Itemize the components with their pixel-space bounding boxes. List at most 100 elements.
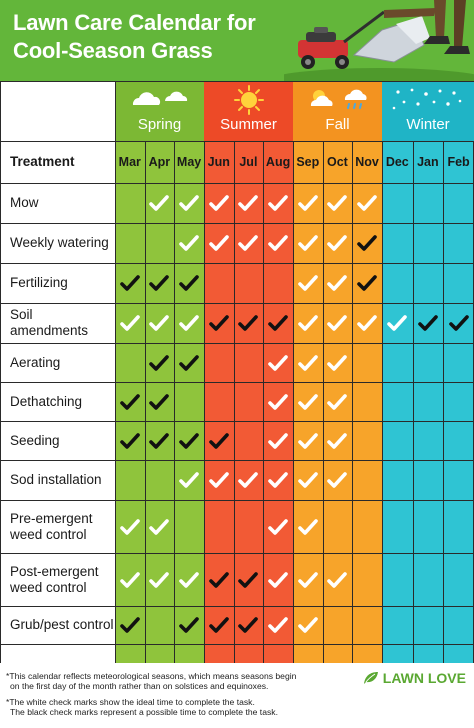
ideal-check-icon [352, 303, 382, 343]
ideal-check-icon [263, 606, 293, 644]
month-header: Jul [239, 155, 258, 169]
month-header: Mar [118, 155, 141, 169]
season-header-summer: Summer [204, 81, 293, 141]
row-divider [0, 644, 474, 645]
ideal-check-icon [234, 223, 264, 263]
column-divider [382, 141, 383, 663]
footnote-seasons-line-1: *This calendar reflects meteorological s… [6, 671, 297, 681]
column-divider [204, 141, 205, 663]
ideal-check-icon [323, 343, 353, 382]
footnote-checks-line-1: *The white check marks show the ideal ti… [6, 697, 255, 707]
treatment-label: Soil amendments [10, 307, 89, 338]
treatment-column-header: Treatment [10, 154, 75, 169]
possible-check-icon [174, 421, 204, 460]
page-title-line-1: Lawn Care Calendar for [13, 10, 256, 35]
header-banner: Lawn Care Calendar for Cool-Season Grass [0, 0, 474, 81]
ideal-check-icon [293, 343, 323, 382]
column-divider [115, 81, 116, 663]
lawn-mower-illustration [284, 0, 474, 81]
treatment-label: Mow [10, 195, 39, 210]
possible-check-icon [234, 303, 264, 343]
ideal-check-icon [234, 183, 264, 223]
ideal-check-icon [263, 460, 293, 500]
ideal-check-icon [204, 183, 234, 223]
row-divider [0, 183, 474, 184]
treatment-label: Grub/pest control [10, 617, 114, 632]
cloud-icon [132, 91, 187, 105]
possible-check-icon [145, 343, 175, 382]
possible-check-icon [115, 263, 145, 303]
row-divider [0, 500, 474, 501]
treatment-label: Seeding [10, 432, 60, 448]
treatment-label: Pre-emergent weed control [10, 510, 93, 542]
footer: *This calendar reflects meteorological s… [0, 663, 474, 728]
column-divider [144, 141, 146, 663]
ideal-check-icon [293, 223, 323, 263]
season-header-spring: Spring [115, 81, 204, 141]
footnote-seasons-line-2: on the first day of the month rather tha… [10, 681, 269, 691]
column-divider [443, 141, 445, 663]
month-header: Feb [447, 155, 470, 169]
ideal-check-icon [145, 303, 175, 343]
column-divider [174, 141, 176, 663]
column-divider [412, 141, 414, 663]
footnote-seasons: *This calendar reflects meteorological s… [6, 671, 296, 691]
possible-check-icon [443, 303, 474, 343]
treatment-label: Post-emergent weed control [10, 563, 99, 595]
ideal-check-icon [204, 223, 234, 263]
ideal-check-icon [293, 500, 323, 553]
ideal-check-icon [293, 382, 323, 421]
ideal-check-icon [293, 183, 323, 223]
possible-check-icon [204, 303, 234, 343]
ideal-check-icon [293, 303, 323, 343]
possible-check-icon [204, 606, 234, 644]
ideal-check-icon [145, 500, 175, 553]
sun-cloud-rain-icon [310, 89, 367, 109]
ideal-check-icon [293, 460, 323, 500]
column-divider [352, 141, 354, 663]
month-header: May [176, 155, 202, 169]
ideal-check-icon [115, 500, 145, 553]
ideal-check-icon [323, 460, 353, 500]
row-divider [0, 223, 474, 224]
ideal-check-icon [382, 303, 413, 343]
footnote-checks: *The white check marks show the ideal ti… [6, 697, 278, 717]
leaf-icon [363, 672, 378, 684]
ideal-check-icon [263, 183, 293, 223]
season-label-fall: Fall [325, 116, 350, 133]
month-header: Aug [265, 155, 291, 169]
possible-check-icon [115, 421, 145, 460]
month-header: Oct [326, 155, 348, 169]
row-divider [0, 303, 474, 304]
ideal-check-icon [174, 183, 204, 223]
ideal-check-icon [293, 553, 323, 606]
page-title-line-2: Cool-Season Grass [13, 38, 213, 63]
ideal-check-icon [263, 223, 293, 263]
season-header-fall: Fall [293, 81, 382, 141]
ideal-check-icon [204, 460, 234, 500]
ideal-check-icon [323, 183, 353, 223]
row-divider [0, 460, 474, 461]
month-header: Nov [355, 155, 379, 169]
row-divider [0, 141, 474, 142]
possible-check-icon [115, 606, 145, 644]
ideal-check-icon [323, 553, 353, 606]
footnote-checks-line-2: The black check marks represent a possib… [10, 707, 278, 717]
ideal-check-icon [323, 382, 353, 421]
month-header: Jan [417, 155, 439, 169]
ideal-check-icon [234, 460, 264, 500]
column-divider [263, 141, 265, 663]
row-divider [0, 81, 474, 82]
ideal-check-icon [323, 263, 353, 303]
possible-check-icon [352, 223, 382, 263]
ideal-check-icon [293, 606, 323, 644]
sun-icon [233, 85, 264, 115]
treatment-label: Dethatching [10, 393, 83, 409]
brand-name: LAWN LOVE [382, 670, 466, 686]
season-header-winter: Winter [382, 81, 474, 141]
row-divider [0, 606, 474, 607]
ideal-check-icon [115, 553, 145, 606]
possible-check-icon [234, 606, 264, 644]
ideal-check-icon [323, 421, 353, 460]
ideal-check-icon [352, 183, 382, 223]
